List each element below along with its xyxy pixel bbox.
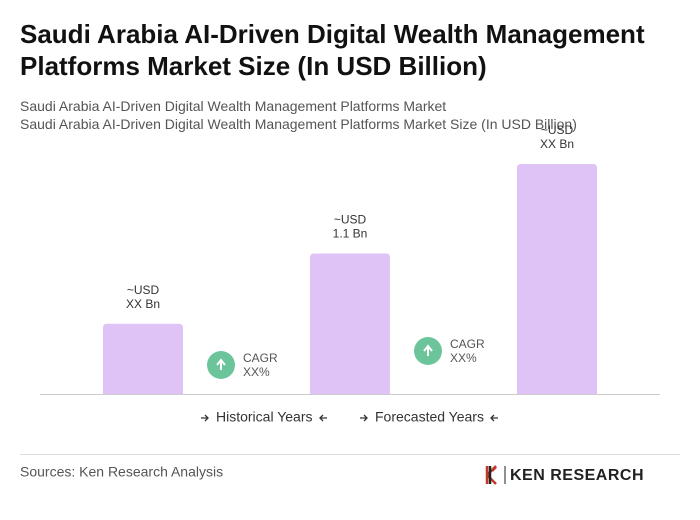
cagr-arrow xyxy=(423,344,433,356)
logo: KEN RESEARCH xyxy=(485,465,644,485)
cagr-label: CAGR xyxy=(450,337,485,351)
legend-label: Historical Years xyxy=(216,409,313,425)
data-label: ~USD xyxy=(334,213,367,227)
legend-arrow xyxy=(360,414,368,422)
data-label: 1.1 Bn xyxy=(333,227,368,241)
subtitle: Saudi Arabia AI-Driven Digital Wealth Ma… xyxy=(20,116,577,132)
data-label: XX Bn xyxy=(540,137,574,151)
legend-label: Forecasted Years xyxy=(375,409,484,425)
data-label: XX Bn xyxy=(126,297,160,311)
cagr-label: CAGR xyxy=(243,351,278,365)
bar xyxy=(517,164,597,394)
source: Sources: Ken Research Analysis xyxy=(20,464,223,480)
cagr-label: XX% xyxy=(243,365,270,379)
legend-arrow xyxy=(319,414,327,422)
cagr-arrow xyxy=(216,358,226,370)
bar xyxy=(310,253,390,394)
cagr-label: XX% xyxy=(450,351,477,365)
bar xyxy=(103,323,183,394)
logo-text: KEN RESEARCH xyxy=(510,467,644,484)
data-label: ~USD xyxy=(127,283,160,297)
chart-title: Saudi Arabia AI-Driven Digital Wealth Ma… xyxy=(20,19,645,81)
legend-arrow xyxy=(201,414,209,422)
logo-icon xyxy=(485,465,497,485)
data-label: ~USD xyxy=(541,123,574,137)
subtitle: Saudi Arabia AI-Driven Digital Wealth Ma… xyxy=(20,98,447,114)
legend-arrow xyxy=(490,414,498,422)
